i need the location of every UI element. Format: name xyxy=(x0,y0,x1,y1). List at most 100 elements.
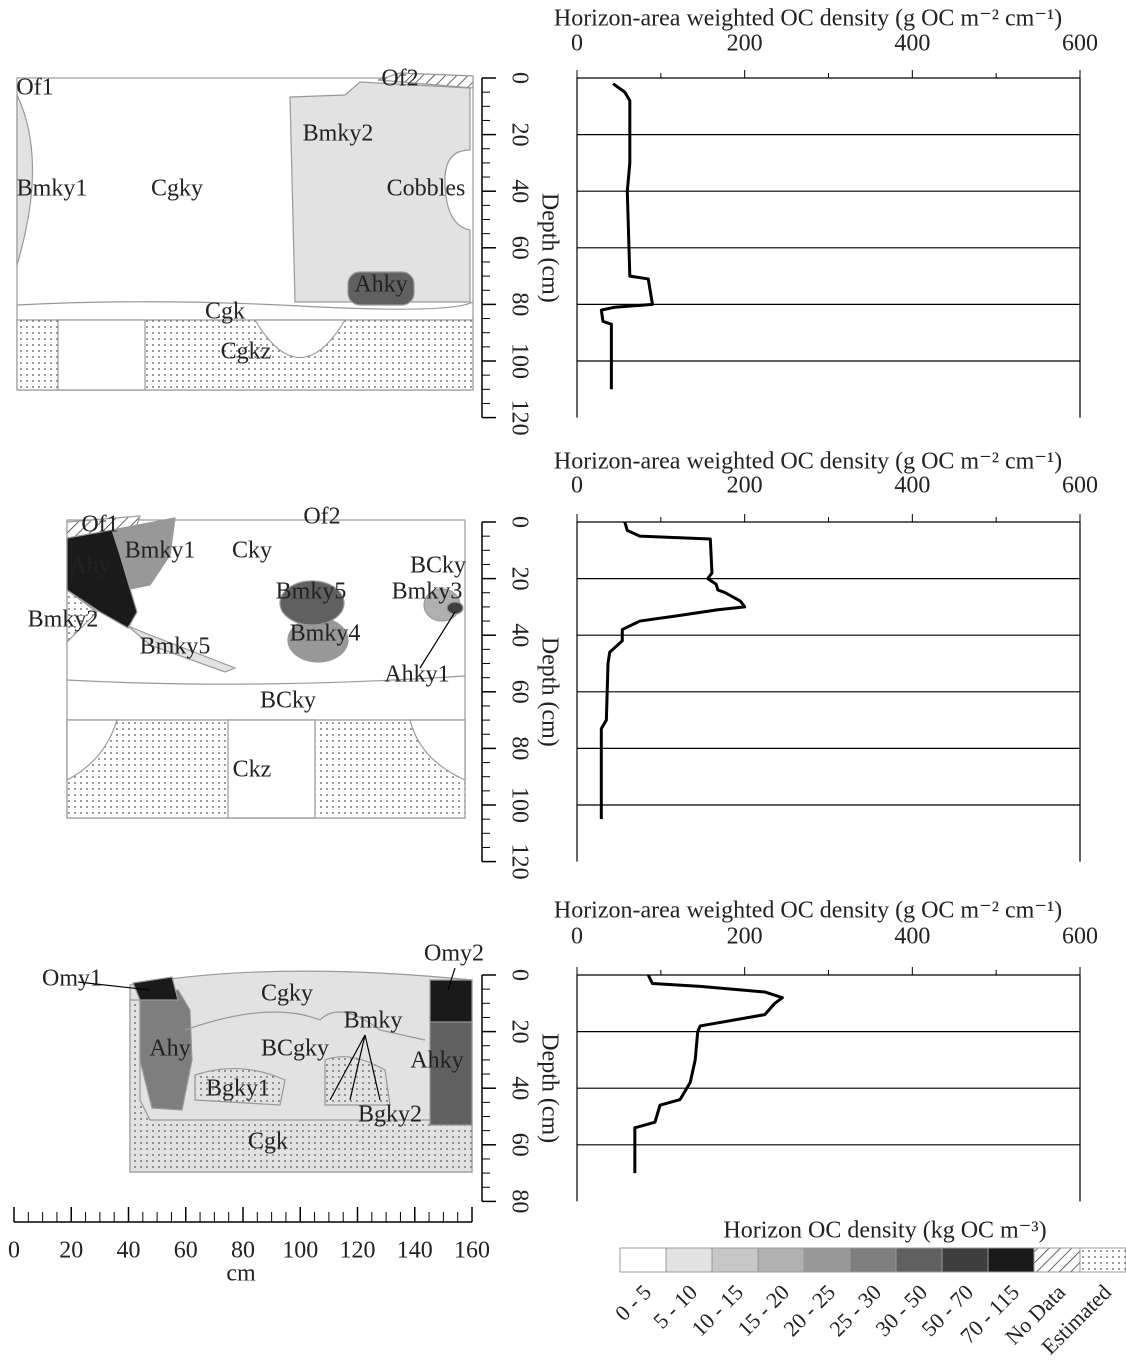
horizon-label: Of1 xyxy=(16,75,53,101)
y-tick-label: 100 xyxy=(506,343,532,379)
y-tick-label: 40 xyxy=(506,1076,532,1100)
x-axis-title: Horizon-area weighted OC density (g OC m… xyxy=(554,898,1062,924)
legend-label: 30 - 50 xyxy=(870,1279,932,1341)
x-tick-label: 0 xyxy=(571,924,583,950)
x-tick-label: 400 xyxy=(894,924,930,950)
y-tick-label: 0 xyxy=(506,516,532,528)
scale-tick-label: 20 xyxy=(59,1238,83,1264)
legend-label: 10 - 15 xyxy=(686,1279,748,1341)
horizon-label: Omy2 xyxy=(424,941,484,967)
depth-profile-line xyxy=(599,521,747,820)
y-tick-label: 40 xyxy=(506,623,532,647)
x-tick-label: 400 xyxy=(894,31,930,57)
legend-label: 0 - 5 xyxy=(610,1279,656,1325)
depth-profile-line xyxy=(599,82,654,390)
legend-swatch xyxy=(757,1247,805,1273)
horizon-label: Bmky1 xyxy=(125,538,196,564)
horizon-label: Cgky xyxy=(261,981,313,1007)
y-tick-label: 20 xyxy=(506,123,532,147)
x-tick-label: 400 xyxy=(894,473,930,499)
y-tick-label: 120 xyxy=(506,400,532,436)
legend-swatch xyxy=(895,1247,943,1273)
legend-swatch xyxy=(1033,1247,1081,1273)
x-tick-label: 200 xyxy=(727,473,763,499)
legend-swatch xyxy=(803,1247,851,1273)
legend-swatch xyxy=(619,1247,667,1273)
horizon-label: Bmky1 xyxy=(17,176,88,202)
y-tick-label: 120 xyxy=(506,844,532,880)
soil-profile-2 xyxy=(66,515,466,819)
legend-swatch xyxy=(941,1247,989,1273)
scale-tick-label: 0 xyxy=(8,1238,20,1264)
x-tick-label: 0 xyxy=(571,31,583,57)
horizon-label: Cgkz xyxy=(221,339,272,365)
horizon-label: Ahky1 xyxy=(384,662,449,688)
y-tick-label: 80 xyxy=(506,736,532,760)
horizon-label: Bmky5 xyxy=(140,634,211,660)
horizon-label: Bmky2 xyxy=(28,607,99,633)
y-tick-label: 0 xyxy=(506,969,532,981)
horizon-label: Bgky1 xyxy=(206,1076,270,1102)
horizon-label: Bgky2 xyxy=(358,1102,422,1128)
horizon-label: BCky xyxy=(410,553,466,579)
legend-swatch xyxy=(849,1247,897,1273)
horizon-label: BCgky xyxy=(261,1036,329,1062)
horizon-label: Cgky xyxy=(151,176,203,202)
horizon-label: Omy1 xyxy=(42,966,102,992)
x-tick-label: 600 xyxy=(1062,31,1098,57)
horizon-label: Cgk xyxy=(248,1129,288,1155)
legend-label: 15 - 20 xyxy=(732,1279,794,1341)
horizon-label: Of2 xyxy=(381,66,418,92)
y-tick-label: 40 xyxy=(506,179,532,203)
y-tick-label: 20 xyxy=(506,567,532,591)
y-tick-label: 100 xyxy=(506,787,532,823)
y-tick-label: 0 xyxy=(506,72,532,84)
y-axis-title: Depth (cm) xyxy=(536,637,562,747)
scale-tick-label: 80 xyxy=(231,1238,255,1264)
horizon-label: Ahky xyxy=(354,272,407,298)
x-axis-title: Horizon-area weighted OC density (g OC m… xyxy=(554,6,1062,32)
horizon-label: BCky xyxy=(260,688,316,714)
y-tick-label: 60 xyxy=(506,680,532,704)
x-tick-label: 200 xyxy=(727,924,763,950)
horizon-label: Bmky2 xyxy=(303,121,374,147)
horizon-label: Ahy xyxy=(149,1036,190,1062)
legend-label: 25 - 30 xyxy=(824,1279,886,1341)
x-tick-label: 600 xyxy=(1062,473,1098,499)
horizon-label: Cky xyxy=(232,538,272,564)
horizon-label: Ahky xyxy=(410,1048,463,1074)
legend-label: 20 - 25 xyxy=(778,1279,840,1341)
y-tick-label: 60 xyxy=(506,1133,532,1157)
scale-tick-label: 120 xyxy=(340,1238,376,1264)
horizon-label: Ckz xyxy=(233,757,272,783)
legend-swatch xyxy=(665,1247,713,1273)
horizon-label: Of1 xyxy=(81,512,118,538)
horizon-label: Bmky5 xyxy=(276,579,347,605)
legend-swatch xyxy=(1079,1247,1126,1273)
horizon-label: Bmky3 xyxy=(392,579,463,605)
y-tick-label: 60 xyxy=(506,236,532,260)
horizon-label: Ahy xyxy=(69,553,110,579)
horizon-label: Of2 xyxy=(303,504,340,530)
scale-unit: cm xyxy=(226,1261,256,1287)
horizon-label: Cobbles xyxy=(387,176,466,202)
legend-swatch xyxy=(987,1247,1035,1273)
y-axis-title: Depth (cm) xyxy=(536,1033,562,1143)
scale-tick-label: 100 xyxy=(282,1238,318,1264)
x-tick-label: 200 xyxy=(727,31,763,57)
y-tick-label: 80 xyxy=(506,1189,532,1213)
scale-tick-label: 60 xyxy=(174,1238,198,1264)
y-tick-label: 80 xyxy=(506,292,532,316)
soil-profile-1 xyxy=(16,72,474,391)
legend-title: Horizon OC density (kg OC m⁻³) xyxy=(723,1218,1046,1244)
horizon-label: Bmky xyxy=(344,1008,403,1034)
x-axis-title: Horizon-area weighted OC density (g OC m… xyxy=(554,449,1062,475)
x-tick-label: 600 xyxy=(1062,924,1098,950)
horizon-label: Bmky4 xyxy=(290,621,361,647)
depth-profile-line xyxy=(633,974,784,1174)
legend-swatch xyxy=(711,1247,759,1273)
y-tick-label: 20 xyxy=(506,1020,532,1044)
scale-tick-label: 140 xyxy=(397,1238,433,1264)
x-tick-label: 0 xyxy=(571,473,583,499)
